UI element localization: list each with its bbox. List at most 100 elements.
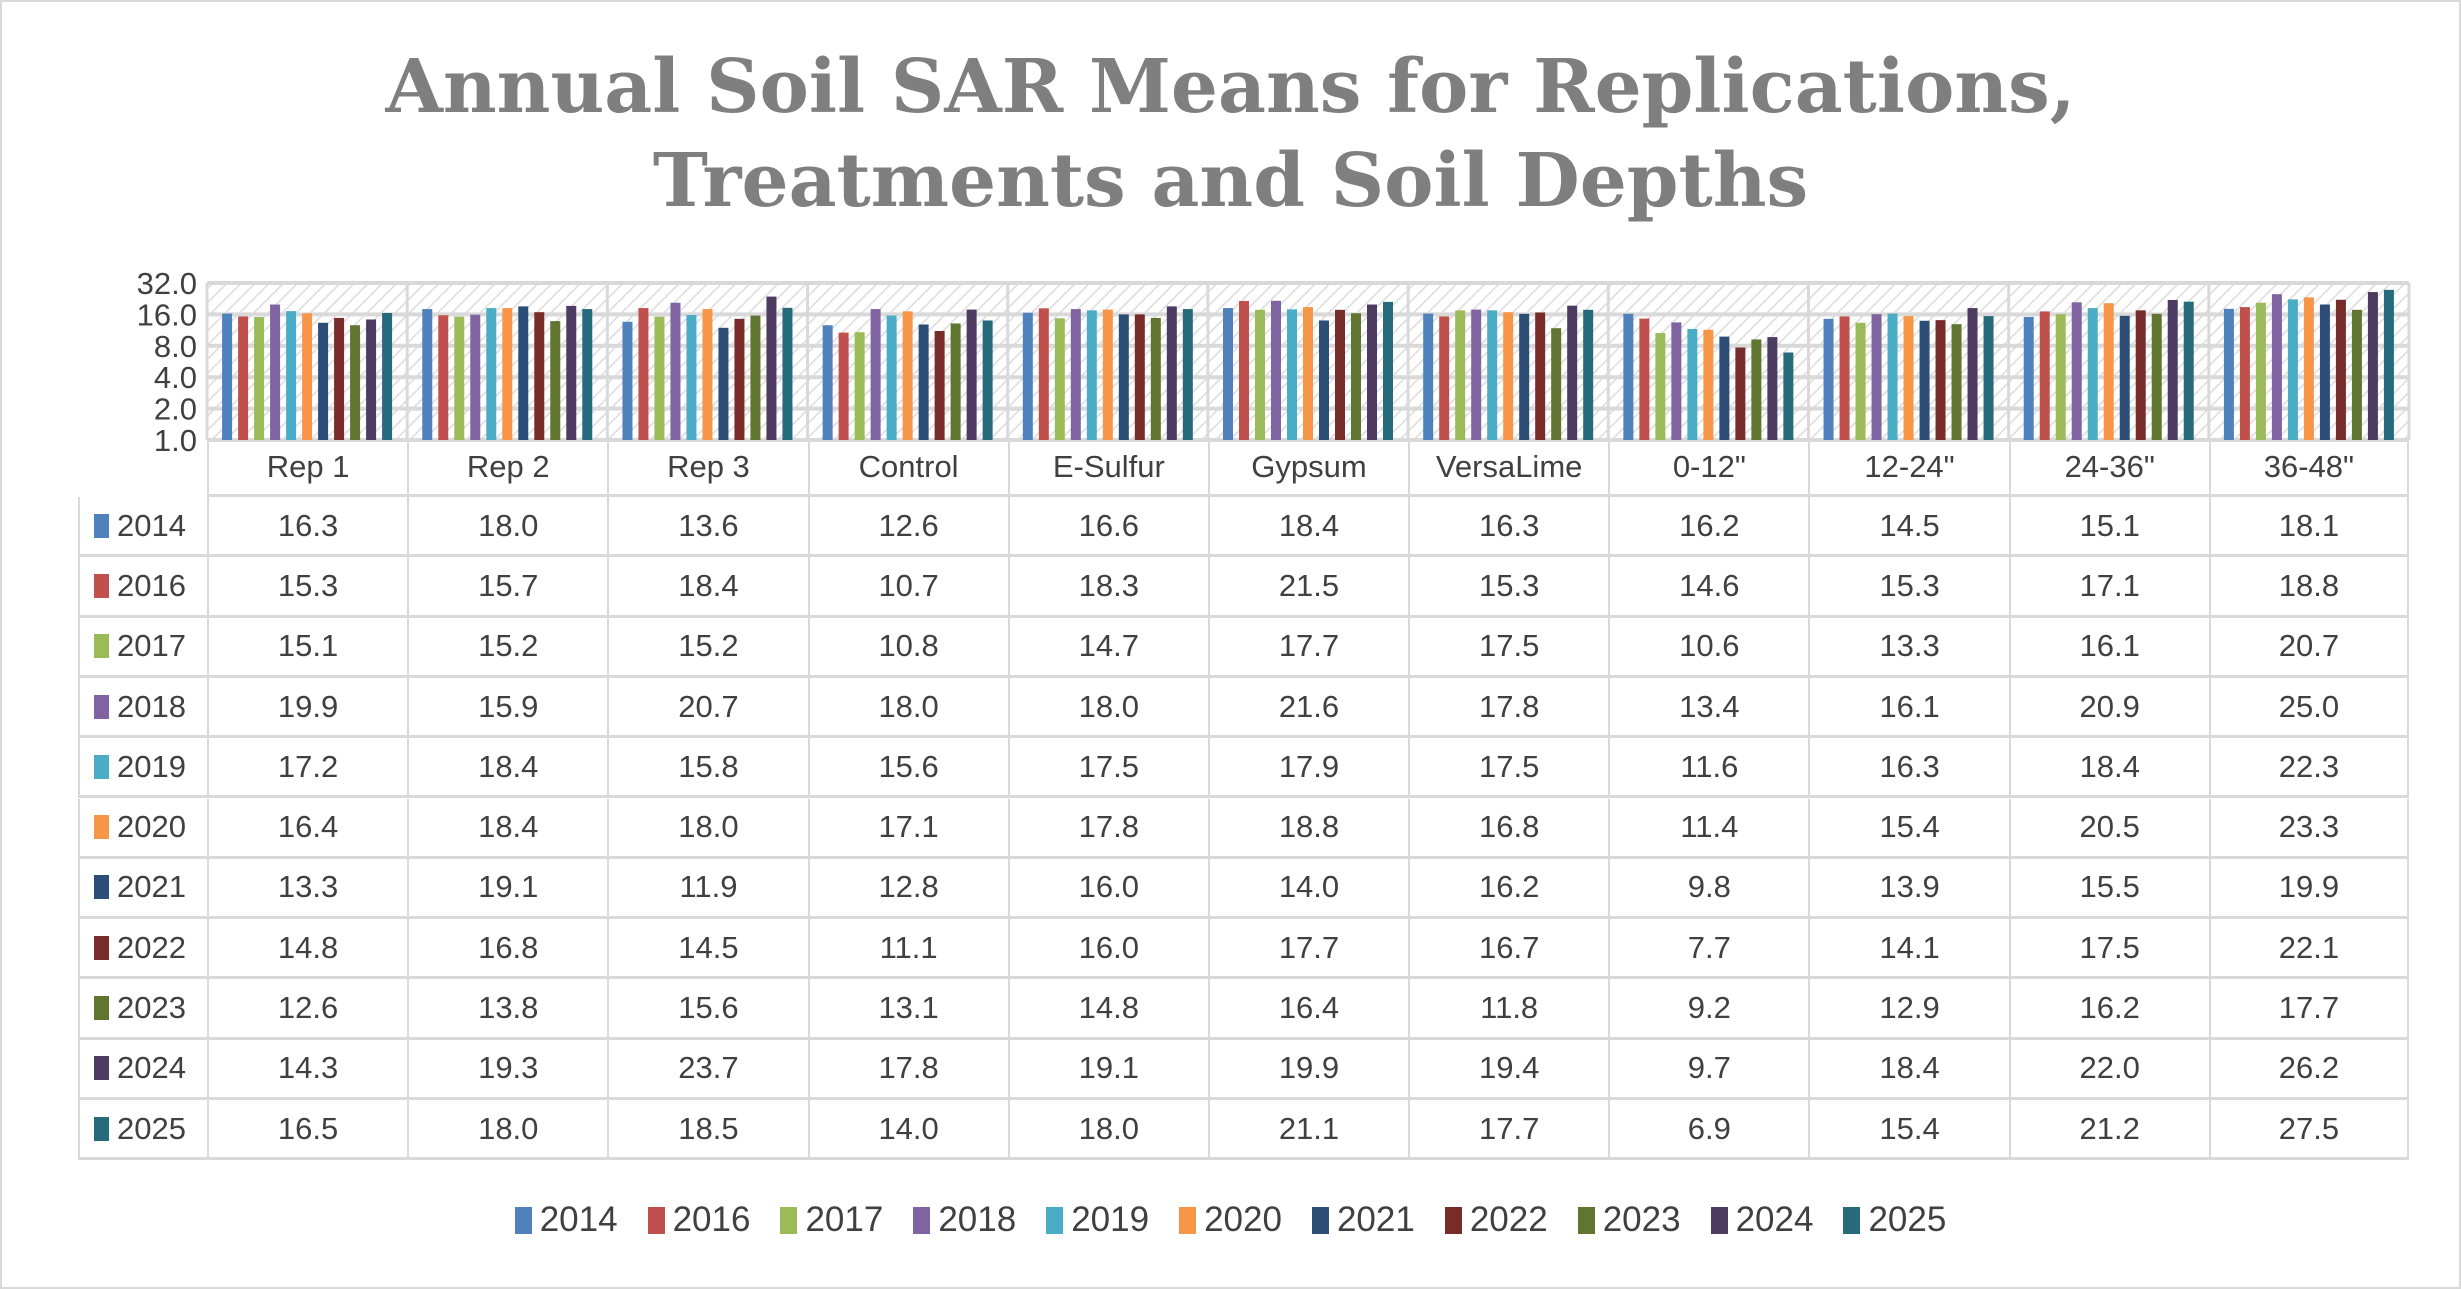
data-cell: 9.2 [1608, 979, 1809, 1040]
bar-2014-1 [422, 309, 433, 440]
data-cell: 15.3 [1808, 557, 2009, 618]
bar-2023-3 [950, 323, 961, 440]
data-cell: 12.9 [1808, 979, 2009, 1040]
series-name: 2014 [117, 507, 186, 543]
data-cell: 16.6 [1007, 497, 1208, 558]
data-cell: 13.6 [607, 497, 808, 558]
bar-2021-10 [2319, 304, 2330, 440]
data-cell: 15.4 [1808, 1100, 2009, 1161]
bar-2019-5 [1287, 309, 1297, 440]
series-row-label: 2021 [78, 858, 207, 920]
data-cell: 16.7 [1408, 919, 1609, 980]
data-cell: 12.8 [807, 858, 1008, 920]
bar-2023-0 [350, 325, 361, 440]
data-cell: 14.6 [1608, 557, 1809, 618]
data-cell: 17.1 [2008, 557, 2209, 618]
legend-key-swatch [94, 513, 109, 538]
legend-key-swatch [94, 875, 109, 900]
data-cell: 17.8 [1408, 677, 1609, 739]
bar-2025-3 [982, 320, 993, 440]
bar-2021-3 [918, 324, 929, 440]
data-cell: 14.5 [1808, 497, 2009, 558]
bar-2014-10 [2223, 308, 2234, 440]
legend-item-2018: 2018 [913, 1200, 1016, 1240]
legend-swatch [780, 1206, 798, 1234]
bar-2020-4 [1102, 309, 1113, 440]
data-cell: 17.1 [807, 798, 1008, 859]
legend-label: 2020 [1204, 1200, 1282, 1239]
data-cell: 18.4 [1207, 497, 1409, 558]
data-cell: 18.4 [407, 798, 608, 859]
data-cell: 16.0 [1007, 858, 1208, 920]
data-cell: 18.0 [407, 1100, 608, 1161]
legend-swatch [1710, 1206, 1728, 1234]
y-tick-label: 2.0 [154, 392, 197, 427]
data-cell: 21.5 [1207, 557, 1409, 618]
bar-2017-4 [1054, 318, 1065, 440]
data-cell: 16.3 [1408, 497, 1609, 558]
bar-2021-9 [2119, 315, 2130, 440]
series-name: 2023 [117, 990, 186, 1026]
data-cell: 16.3 [1808, 738, 2009, 799]
legend-key-swatch [94, 1116, 109, 1141]
data-cell: 14.1 [1808, 919, 2009, 980]
data-cell: 15.2 [407, 617, 608, 678]
bar-2016-7 [1639, 318, 1650, 440]
chart-title: Annual Soil SAR Means for Replications, … [0, 40, 2461, 228]
data-cell: 17.8 [807, 1039, 1008, 1100]
category-header: 36-48" [2208, 440, 2409, 497]
data-cell: 15.6 [607, 979, 808, 1040]
bar-2018-1 [470, 314, 481, 440]
data-cell: 20.9 [2008, 677, 2209, 739]
y-tick-label: 4.0 [154, 360, 197, 395]
bar-2017-6 [1455, 310, 1466, 440]
data-cell: 16.1 [2008, 617, 2209, 678]
data-cell: 20.7 [607, 677, 808, 739]
data-cell: 15.8 [607, 738, 808, 799]
data-cell: 18.0 [807, 677, 1008, 739]
series-name: 2019 [117, 748, 186, 784]
bar-2014-4 [1022, 312, 1033, 440]
data-cell: 21.1 [1207, 1100, 1409, 1161]
bar-2018-10 [2271, 294, 2282, 440]
bar-2023-5 [1351, 313, 1361, 440]
legend-swatch [514, 1206, 532, 1234]
bar-2014-6 [1423, 313, 1434, 440]
series-row-label: 2016 [78, 557, 207, 618]
series-row-label: 2014 [78, 497, 207, 558]
series-row-label: 2019 [78, 738, 207, 799]
legend-item-2022: 2022 [1444, 1200, 1548, 1240]
bar-2016-5 [1239, 301, 1249, 440]
data-cell: 19.1 [407, 858, 608, 920]
bar-2025-9 [2183, 301, 2194, 440]
data-cell: 7.7 [1608, 919, 1809, 980]
data-cell: 15.2 [607, 617, 808, 678]
data-cell: 16.4 [1207, 979, 1409, 1040]
bar-2023-2 [750, 315, 761, 440]
data-cell: 16.1 [1808, 677, 2009, 739]
data-cell: 17.5 [1408, 738, 1609, 799]
data-cell: 18.4 [1808, 1039, 2009, 1100]
legend-key-swatch [94, 1056, 109, 1081]
bar-2018-7 [1671, 322, 1682, 440]
data-cell: 15.3 [207, 557, 408, 618]
legend-key-swatch [94, 996, 109, 1021]
bar-2022-3 [934, 330, 945, 440]
data-cell: 16.8 [1408, 798, 1609, 859]
data-cell: 15.5 [2008, 858, 2209, 920]
series-name: 2024 [117, 1050, 186, 1086]
bar-2025-10 [2383, 289, 2394, 440]
data-cell: 17.7 [2208, 979, 2409, 1040]
bar-2021-0 [318, 322, 329, 440]
bar-2022-1 [534, 312, 545, 440]
bar-2025-0 [382, 313, 393, 440]
category-header: Rep 1 [207, 440, 408, 497]
bar-2019-8 [1887, 313, 1898, 440]
data-cell: 15.7 [407, 557, 608, 618]
series-row-label: 2022 [78, 919, 207, 980]
data-cell: 18.0 [1007, 677, 1208, 739]
legend-key-swatch [94, 573, 109, 598]
bar-2020-1 [502, 308, 513, 440]
bar-2024-2 [766, 296, 777, 440]
